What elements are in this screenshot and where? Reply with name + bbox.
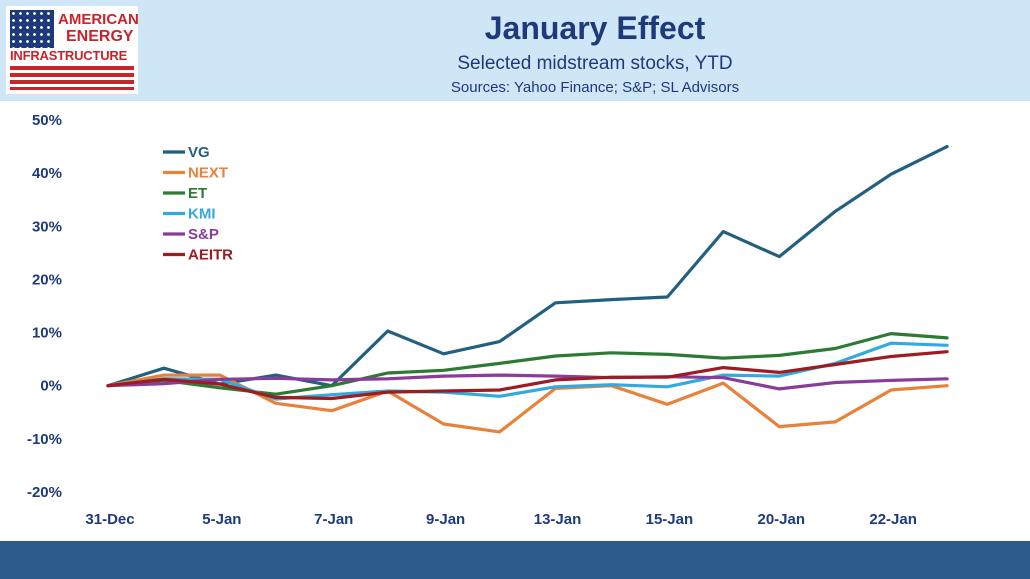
y-tick-label: 40% xyxy=(32,165,62,182)
logo-word-american: AMERICAN xyxy=(58,11,139,28)
y-tick-label: 20% xyxy=(32,271,62,288)
logo-word-energy: ENERGY xyxy=(66,28,134,45)
series-line-aeitr xyxy=(106,350,949,401)
x-tick-label: 15-Jan xyxy=(646,511,694,528)
y-tick-label: 50% xyxy=(32,112,62,129)
legend-label: AEITR xyxy=(188,247,233,264)
x-tick-label: 7-Jan xyxy=(314,511,353,528)
flag-stripes-icon xyxy=(10,66,134,90)
x-tick-label: 13-Jan xyxy=(534,511,582,528)
header-banner: AMERICAN ENERGY INFRASTRUCTURE January E… xyxy=(0,0,1030,101)
chart-subtitle: Selected midstream stocks, YTD xyxy=(457,53,733,74)
x-tick-label: 22-Jan xyxy=(869,511,917,528)
legend-label: VG xyxy=(188,144,210,161)
y-tick-label: 10% xyxy=(32,325,62,342)
x-tick-label: 5-Jan xyxy=(202,511,241,528)
legend-label: S&P xyxy=(188,226,219,243)
chart-sources: Sources: Yahoo Finance; S&P; SL Advisors xyxy=(450,79,740,96)
legend-label: NEXT xyxy=(188,165,228,182)
x-tick-label: 31-Dec xyxy=(85,511,134,528)
y-tick-label: -10% xyxy=(27,431,62,448)
series-line-sp xyxy=(106,373,949,391)
stars-icon xyxy=(10,10,54,48)
y-tick-label: -20% xyxy=(27,484,62,501)
x-tick-label: 9-Jan xyxy=(426,511,465,528)
chart-title: January Effect xyxy=(484,10,706,46)
y-tick-label: 30% xyxy=(32,218,62,235)
company-logo: AMERICAN ENERGY INFRASTRUCTURE xyxy=(6,6,139,94)
line-chart: -20% -10% 0% 10% 20% 30% 40% 50% 31-Dec 5-Jan 7-Ja… xyxy=(27,112,949,528)
legend-label: ET xyxy=(188,185,207,202)
x-tick-label: 20-Jan xyxy=(757,511,805,528)
logo-word-infrastructure: INFRASTRUCTURE xyxy=(10,48,128,63)
legend-label: KMI xyxy=(188,206,216,223)
y-tick-label: 0% xyxy=(40,378,62,395)
footer-bar xyxy=(0,541,1030,579)
